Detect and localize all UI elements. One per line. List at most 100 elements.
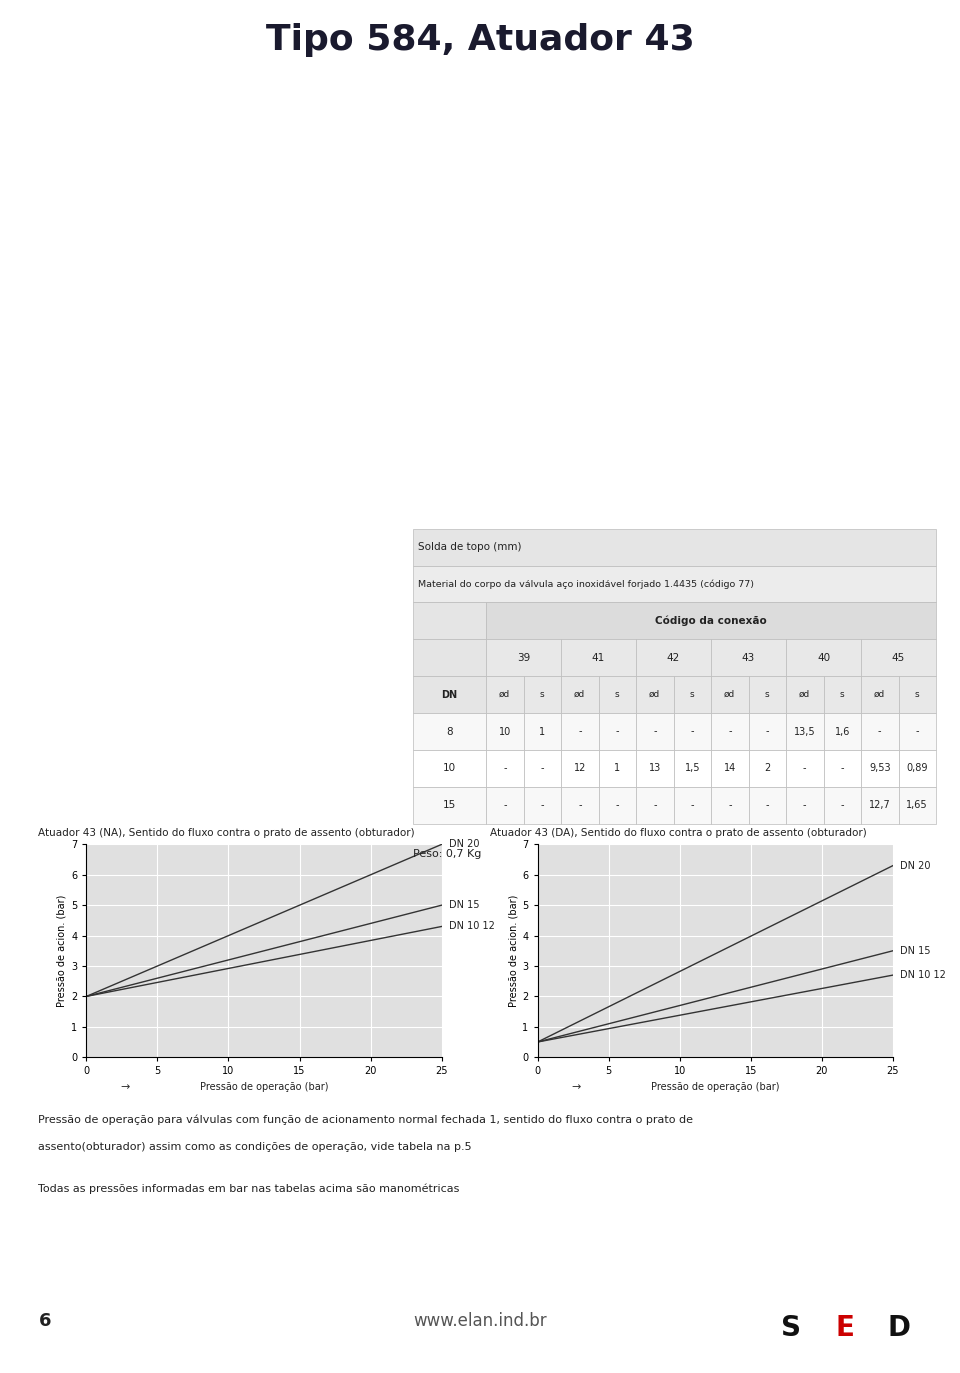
Bar <box>636 787 674 824</box>
Bar <box>824 713 861 750</box>
Text: 10: 10 <box>498 726 511 736</box>
Text: Todas as pressões informadas em bar nas tabelas acima são manométricas: Todas as pressões informadas em bar nas … <box>38 1184 460 1195</box>
Text: DN 10 12: DN 10 12 <box>900 971 946 980</box>
Text: -: - <box>765 726 769 736</box>
Text: -: - <box>803 800 806 810</box>
Text: ød: ød <box>875 691 885 699</box>
Text: D: D <box>887 1314 910 1341</box>
Bar <box>711 787 749 824</box>
Bar <box>561 750 598 787</box>
Bar <box>674 676 711 713</box>
Bar <box>413 529 936 566</box>
Text: 43: 43 <box>742 652 756 663</box>
Text: 2: 2 <box>764 763 770 773</box>
Bar <box>523 713 561 750</box>
Text: Pressão de operação (bar): Pressão de operação (bar) <box>200 1082 328 1093</box>
Bar <box>674 787 711 824</box>
Text: DN 15: DN 15 <box>448 901 479 910</box>
Bar <box>861 787 899 824</box>
Text: s: s <box>540 691 544 699</box>
Bar <box>413 676 486 713</box>
Text: →: → <box>120 1082 130 1093</box>
Bar <box>711 676 749 713</box>
Text: Tipo 584, Atuador 43: Tipo 584, Atuador 43 <box>266 23 694 56</box>
Text: 15: 15 <box>443 800 456 810</box>
Bar <box>598 787 636 824</box>
Bar <box>674 713 711 750</box>
Text: E: E <box>835 1314 854 1341</box>
Text: -: - <box>878 726 881 736</box>
Text: 1: 1 <box>614 763 620 773</box>
Text: 13: 13 <box>649 763 660 773</box>
Text: 1,5: 1,5 <box>684 763 700 773</box>
Text: www.elan.ind.br: www.elan.ind.br <box>413 1311 547 1330</box>
Bar <box>523 787 561 824</box>
Text: →: → <box>571 1082 581 1093</box>
Text: DN 10 12: DN 10 12 <box>448 921 494 931</box>
Bar <box>786 713 824 750</box>
Text: -: - <box>503 800 507 810</box>
Text: -: - <box>803 763 806 773</box>
Text: s: s <box>615 691 619 699</box>
Text: -: - <box>841 763 844 773</box>
Bar <box>413 713 486 750</box>
Text: Pressão de operação (bar): Pressão de operação (bar) <box>651 1082 780 1093</box>
Text: Material do corpo da válvula aço inoxidável forjado 1.4435 (código 77): Material do corpo da válvula aço inoxidá… <box>418 579 754 589</box>
Bar <box>636 713 674 750</box>
Bar <box>486 676 523 713</box>
Bar <box>486 713 523 750</box>
Bar <box>824 787 861 824</box>
Text: DN 20: DN 20 <box>900 861 930 870</box>
Bar <box>711 750 749 787</box>
Y-axis label: Pressão de acion. (bar): Pressão de acion. (bar) <box>57 895 67 1006</box>
Text: 1,65: 1,65 <box>906 800 928 810</box>
Bar <box>861 676 899 713</box>
Text: ød: ød <box>499 691 511 699</box>
Text: -: - <box>578 800 582 810</box>
Bar <box>786 640 861 676</box>
Text: assento(obturador) assim como as condições de operação, vide tabela na p.5: assento(obturador) assim como as condiçõ… <box>38 1142 472 1152</box>
Bar <box>711 640 786 676</box>
Text: -: - <box>690 800 694 810</box>
Text: -: - <box>690 726 694 736</box>
Text: 6: 6 <box>38 1311 51 1330</box>
Bar <box>786 750 824 787</box>
Bar <box>636 640 711 676</box>
Text: 13,5: 13,5 <box>794 726 816 736</box>
Bar <box>486 750 523 787</box>
Bar <box>861 750 899 787</box>
Text: 1: 1 <box>540 726 545 736</box>
Text: 10: 10 <box>443 763 456 773</box>
Text: Atuador 43 (NA), Sentido do fluxo contra o prato de assento (obturador): Atuador 43 (NA), Sentido do fluxo contra… <box>38 828 415 838</box>
Text: -: - <box>653 726 657 736</box>
Bar <box>413 603 486 640</box>
Text: s: s <box>915 691 920 699</box>
Text: -: - <box>615 800 619 810</box>
Bar <box>413 566 936 603</box>
Text: 0,89: 0,89 <box>906 763 928 773</box>
Text: ød: ød <box>574 691 586 699</box>
Bar <box>636 676 674 713</box>
Bar <box>598 713 636 750</box>
Bar <box>523 750 561 787</box>
Bar <box>561 676 598 713</box>
Text: DN 15: DN 15 <box>900 946 930 956</box>
Text: DN 20: DN 20 <box>448 839 479 850</box>
Bar <box>786 676 824 713</box>
Bar <box>899 750 936 787</box>
Bar <box>561 713 598 750</box>
Text: s: s <box>840 691 845 699</box>
Bar <box>413 640 486 676</box>
Bar <box>598 750 636 787</box>
Bar <box>749 750 786 787</box>
Text: 14: 14 <box>724 763 736 773</box>
Bar <box>711 713 749 750</box>
Text: Pressão de operação para válvulas com função de acionamento normal fechada 1, se: Pressão de operação para válvulas com fu… <box>38 1115 693 1126</box>
Bar <box>598 676 636 713</box>
Text: -: - <box>916 726 919 736</box>
Text: -: - <box>653 800 657 810</box>
Text: Atuador 43 (DA), Sentido do fluxo contra o prato de assento (obturador): Atuador 43 (DA), Sentido do fluxo contra… <box>490 828 866 838</box>
Bar <box>861 640 936 676</box>
Text: 39: 39 <box>516 652 530 663</box>
Bar <box>523 676 561 713</box>
